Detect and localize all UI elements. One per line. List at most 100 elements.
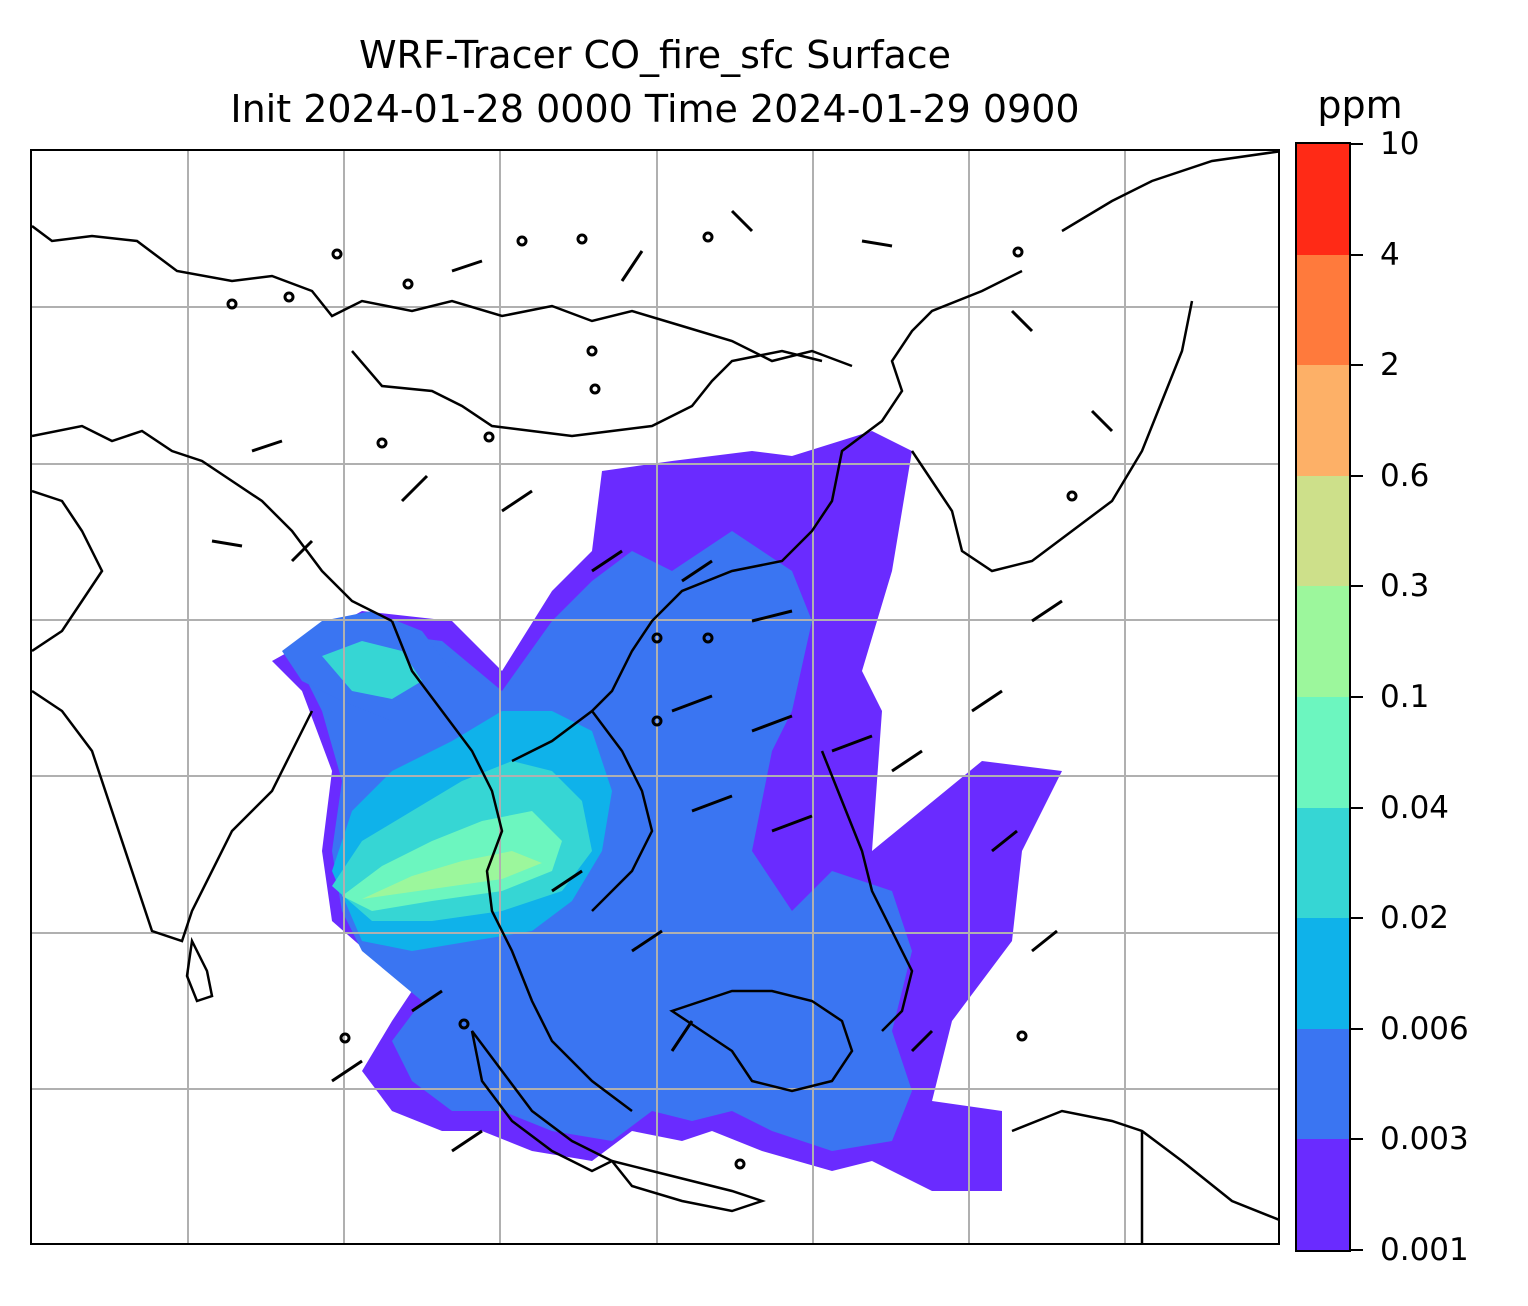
colorbar-tick-label: 0.001: [1380, 1232, 1469, 1268]
colorbar-unit-label: ppm: [1317, 83, 1403, 127]
calm-marker: [702, 231, 714, 243]
colorbar-tick-label: 4: [1380, 236, 1400, 273]
wind-barb: [691, 794, 733, 813]
new-guinea-outline: [1011, 1109, 1278, 1243]
colorbar-tick: [1351, 1027, 1363, 1030]
colorbar-segment: [1297, 807, 1349, 919]
wind-barb: [211, 539, 243, 548]
wind-barb: [411, 989, 443, 1013]
colorbar-tick: [1351, 253, 1363, 256]
calm-marker: [1016, 1030, 1028, 1042]
southeast-asia-peninsula: [390, 620, 633, 1112]
wind-barb: [891, 749, 923, 773]
colorbar: [1295, 142, 1351, 1252]
wind-barb: [751, 714, 793, 733]
calm-marker: [226, 298, 238, 310]
calm-marker: [402, 278, 414, 290]
map-gridlines: [32, 151, 1278, 1243]
colorbar-tick-label: 0.02: [1380, 900, 1450, 937]
colorbar-tick: [1351, 917, 1363, 920]
colorbar-segment: [1297, 696, 1349, 808]
coastlines-and-borders: [32, 151, 1278, 1243]
colorbar-tick: [1351, 1249, 1363, 1251]
map-canvas: [32, 151, 1278, 1243]
colorbar-tick: [1351, 1138, 1363, 1141]
wind-barb: [1031, 599, 1063, 623]
colorbar-segment: [1297, 1028, 1349, 1140]
calm-marker: [589, 383, 601, 395]
sumatra-outline: [470, 1030, 615, 1173]
sri-lanka-outline: [185, 936, 214, 1003]
colorbar-tick-label: 2: [1380, 347, 1400, 384]
calm-marker: [576, 233, 588, 245]
wind-barb: [861, 239, 893, 248]
colorbar-segment: [1297, 1138, 1349, 1250]
wind-barb: [1010, 309, 1034, 333]
calm-marker: [283, 291, 295, 303]
calm-marker: [339, 1032, 351, 1044]
field-region-north-medium: [322, 641, 422, 699]
map-panel: [30, 149, 1280, 1245]
calm-marker: [1066, 490, 1078, 502]
calm-marker: [331, 248, 343, 260]
wind-barb: [591, 549, 623, 573]
colorbar-tick-label: 0.003: [1380, 1121, 1469, 1158]
map-title-line-1: WRF-Tracer CO_fire_sfc Surface: [358, 33, 952, 77]
colorbar-tick: [1351, 806, 1363, 809]
wind-barb: [451, 259, 483, 273]
colorbar-tick: [1351, 585, 1363, 588]
colorbar-segment: [1297, 143, 1349, 255]
calm-wind-markers: [226, 231, 1078, 1170]
calm-marker: [702, 632, 714, 644]
wind-barbs: [211, 209, 1114, 1153]
wind-barb: [331, 1059, 363, 1083]
calm-marker: [458, 1018, 470, 1030]
calm-marker: [586, 345, 598, 357]
field-region-low: [302, 531, 912, 1151]
wind-barb: [1090, 409, 1114, 433]
china-western-border: [32, 424, 393, 623]
wind-barb: [751, 609, 793, 623]
wind-barb: [971, 689, 1003, 713]
colorbar-tick-label: 0.006: [1380, 1010, 1469, 1047]
colorbar-tick-label: 0.6: [1380, 457, 1430, 494]
wind-barb: [681, 559, 713, 583]
india-outline: [32, 489, 314, 943]
wind-barb: [551, 869, 583, 893]
calm-marker: [376, 437, 388, 449]
colorbar-segment: [1297, 917, 1349, 1029]
java-outline: [608, 1158, 766, 1213]
wind-barb: [771, 814, 813, 833]
wind-barb: [620, 250, 644, 282]
russia-far-east-coast: [1061, 151, 1278, 233]
colorbar-tick: [1351, 143, 1363, 145]
wind-barb: [831, 734, 873, 753]
colorbar-segment: [1297, 364, 1349, 476]
wind-barb: [670, 1020, 694, 1052]
wind-barb: [501, 489, 533, 513]
wind-barb: [1031, 929, 1058, 953]
map-title-line-2: Init 2024-01-28 0000 Time 2024-01-29 090…: [230, 87, 1080, 131]
wind-barb: [991, 829, 1018, 853]
colorbar-tick-label: 10: [1380, 126, 1420, 162]
wind-barb: [671, 694, 713, 713]
borneo-outline: [669, 989, 854, 1093]
wind-barb: [451, 1129, 483, 1153]
colorbar-tick: [1351, 474, 1363, 477]
colorbar-tick: [1351, 696, 1363, 698]
calm-marker: [734, 1158, 746, 1170]
colorbar-tick-label: 0.04: [1380, 789, 1450, 826]
calm-marker: [651, 632, 663, 644]
mongolia-border: [351, 349, 823, 438]
colorbar-tick-label: 0.1: [1380, 679, 1430, 715]
wind-barb: [730, 209, 754, 233]
colorbar-segment: [1297, 585, 1349, 697]
calm-marker: [483, 431, 495, 443]
wind-barb: [631, 929, 663, 953]
colorbar-tick: [1351, 364, 1363, 367]
russia-southern-border: [32, 225, 853, 368]
co-fire-field: [272, 431, 1062, 1191]
indochina-coast: [511, 269, 1023, 763]
calm-marker: [651, 715, 663, 727]
colorbar-segment: [1297, 475, 1349, 587]
